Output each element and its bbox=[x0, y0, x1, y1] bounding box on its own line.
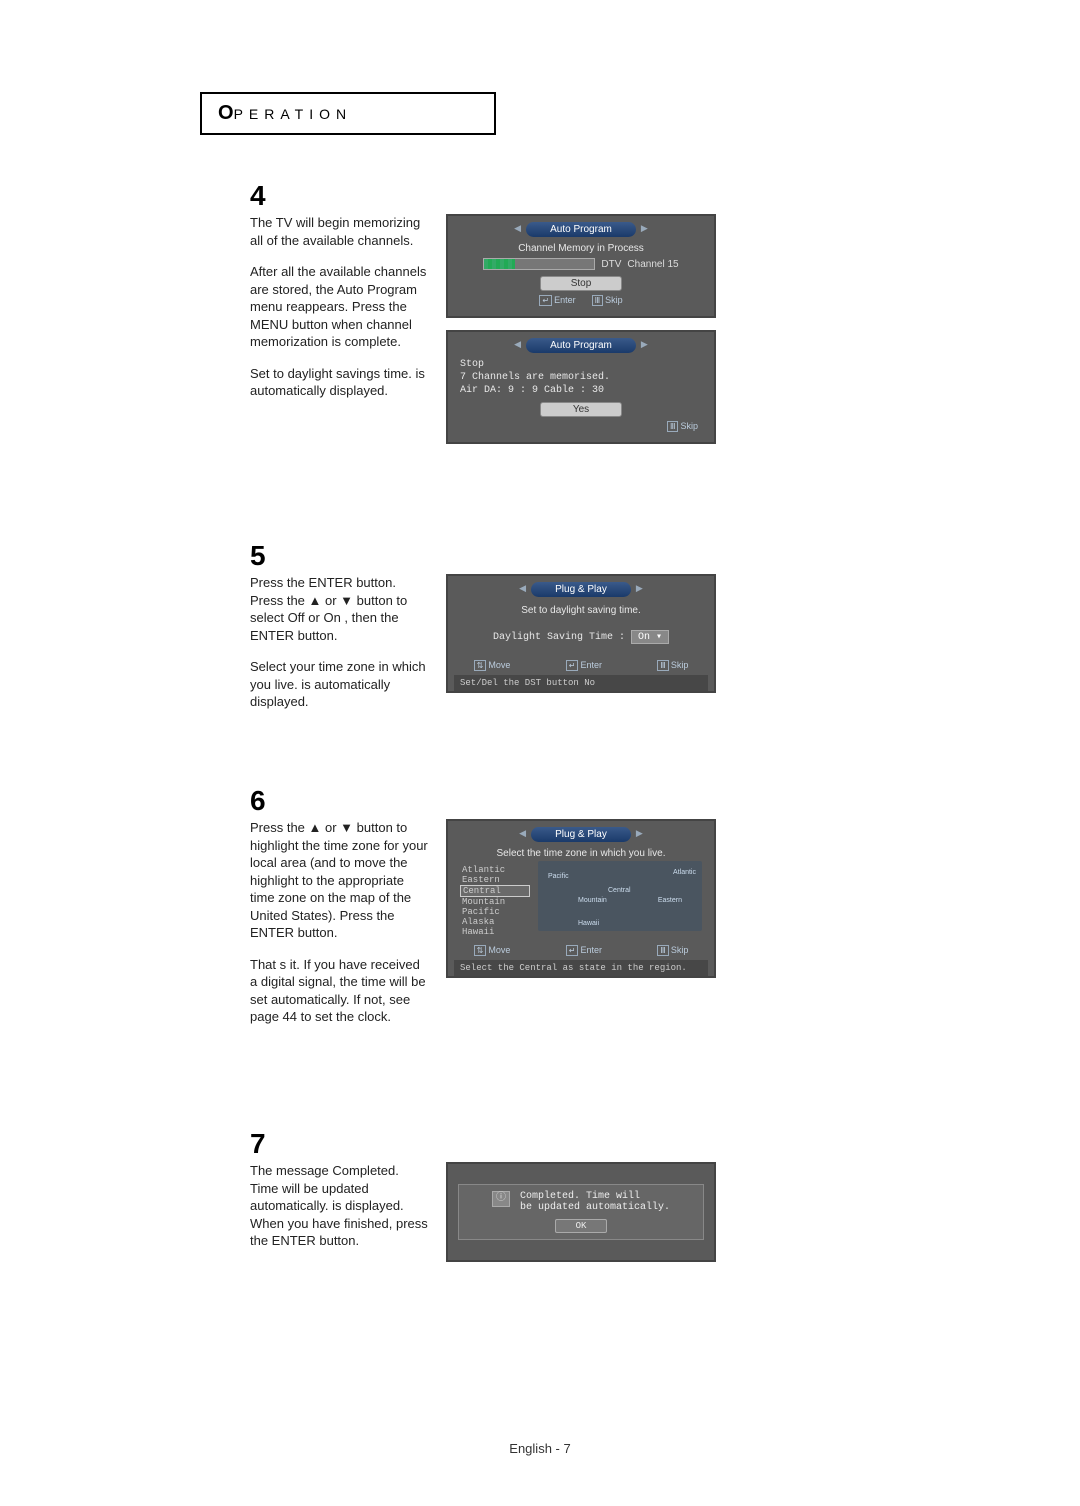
skip-hint: ⅢSkip bbox=[657, 660, 688, 671]
dst-label: Daylight Saving Time : bbox=[493, 632, 625, 643]
tv-title: Plug & Play bbox=[531, 827, 631, 842]
paragraph: After all the available channels are sto… bbox=[250, 263, 430, 351]
tv-text: Set to daylight saving time. bbox=[454, 605, 708, 616]
header-rest: PERATION bbox=[234, 106, 353, 122]
tv-help-note: Select the Central as state in the regio… bbox=[454, 960, 708, 976]
page: OPERATION 4 The TV will begin memorizing… bbox=[0, 0, 1080, 1506]
step-5: 5 Press the ENTER button. Press the ▲ or… bbox=[250, 540, 870, 725]
tv-screen-timezone: Plug & Play Select the time zone in whic… bbox=[446, 819, 716, 978]
page-footer: English - 7 bbox=[0, 1441, 1080, 1456]
paragraph: The TV will begin memorizing all of the … bbox=[250, 214, 430, 249]
map-label: Eastern bbox=[658, 897, 682, 904]
timezone-option[interactable]: Hawaii bbox=[460, 927, 530, 937]
step-text: The TV will begin memorizing all of the … bbox=[250, 214, 430, 444]
step-6: 6 Press the ▲ or ▼ button to highlight t… bbox=[250, 785, 870, 1040]
paragraph: Set to daylight savings time. is automat… bbox=[250, 365, 430, 400]
enter-hint: ↵Enter bbox=[566, 945, 602, 956]
timezone-list[interactable]: AtlanticEasternCentralMountainPacificAla… bbox=[460, 865, 530, 937]
step-text: Press the ▲ or ▼ button to highlight the… bbox=[250, 819, 430, 1040]
timezone-option[interactable]: Eastern bbox=[460, 875, 530, 885]
tv-screen-auto-program-done: Auto Program Stop 7 Channels are memoris… bbox=[446, 330, 716, 444]
timezone-option[interactable]: Central bbox=[460, 885, 530, 897]
skip-hint: ⅢSkip bbox=[657, 945, 688, 956]
menu-icon: Ⅲ bbox=[592, 295, 604, 306]
progress-label-left: DTV bbox=[601, 259, 621, 270]
enter-icon: ↵ bbox=[539, 295, 552, 306]
map-label: Central bbox=[608, 887, 631, 894]
section-header: OPERATION bbox=[200, 92, 496, 135]
map-label: Mountain bbox=[578, 897, 607, 904]
paragraph: The message Completed. Time will be upda… bbox=[250, 1162, 430, 1250]
progress-bar bbox=[483, 258, 595, 270]
enter-hint: ↵Enter bbox=[566, 660, 602, 671]
yes-button[interactable]: Yes bbox=[540, 402, 622, 417]
move-hint: ⇅Move bbox=[474, 660, 511, 671]
enter-icon: ↵ bbox=[566, 945, 579, 956]
timezone-option[interactable]: Mountain bbox=[460, 897, 530, 907]
us-map: Pacific Central Atlantic Mountain Easter… bbox=[538, 861, 702, 931]
timezone-option[interactable]: Pacific bbox=[460, 907, 530, 917]
paragraph: Press the ENTER button. Press the ▲ or ▼… bbox=[250, 574, 430, 644]
tv-screen-completed: ⓘ Completed. Time will be updated automa… bbox=[446, 1162, 716, 1262]
tv-title: Auto Program bbox=[526, 222, 636, 237]
completed-text-2: be updated automatically. bbox=[520, 1202, 670, 1213]
paragraph: That s it. If you have received a digita… bbox=[250, 956, 430, 1026]
step-4: 4 The TV will begin memorizing all of th… bbox=[250, 180, 870, 444]
paragraph: Select your time zone in which you live.… bbox=[250, 658, 430, 711]
ok-button[interactable]: OK bbox=[555, 1219, 607, 1233]
menu-icon: Ⅲ bbox=[657, 660, 669, 671]
step-7: 7 The message Completed. Time will be up… bbox=[250, 1128, 870, 1264]
tv-text: Channel Memory in Process bbox=[454, 243, 708, 254]
tv-screen-auto-program-progress: Auto Program Channel Memory in Process D… bbox=[446, 214, 716, 318]
updown-icon: ⇅ bbox=[474, 660, 487, 671]
step-number: 4 bbox=[250, 180, 870, 212]
map-label: Hawaii bbox=[578, 920, 599, 927]
tv-text: 7 Channels are memorised. bbox=[460, 372, 702, 383]
step-text: The message Completed. Time will be upda… bbox=[250, 1162, 430, 1264]
tv-screen-dst: Plug & Play Set to daylight saving time.… bbox=[446, 574, 716, 693]
move-hint: ⇅Move bbox=[474, 945, 511, 956]
step-number: 5 bbox=[250, 540, 870, 572]
tv-title: Plug & Play bbox=[531, 582, 631, 597]
map-label: Atlantic bbox=[673, 869, 696, 876]
progress-label-right: Channel 15 bbox=[627, 259, 678, 270]
menu-icon: Ⅲ bbox=[667, 421, 679, 432]
timezone-option[interactable]: Alaska bbox=[460, 917, 530, 927]
stop-button[interactable]: Stop bbox=[540, 276, 622, 291]
tv-text: Select the time zone in which you live. bbox=[460, 848, 702, 859]
step-number: 7 bbox=[250, 1128, 870, 1160]
skip-hint: ⅢSkip bbox=[667, 421, 698, 432]
menu-icon: Ⅲ bbox=[657, 945, 669, 956]
dst-dropdown[interactable]: On ▾ bbox=[631, 630, 669, 644]
map-label: Pacific bbox=[548, 873, 569, 880]
tv-text: Air DA: 9 : 9 Cable : 30 bbox=[460, 385, 702, 396]
step-number: 6 bbox=[250, 785, 870, 817]
info-icon: ⓘ bbox=[492, 1191, 510, 1207]
timezone-option[interactable]: Atlantic bbox=[460, 865, 530, 875]
tv-title: Auto Program bbox=[526, 338, 636, 353]
completed-text-1: Completed. Time will bbox=[520, 1191, 640, 1202]
step-text: Press the ENTER button. Press the ▲ or ▼… bbox=[250, 574, 430, 725]
enter-icon: ↵ bbox=[566, 660, 579, 671]
tv-text: Stop bbox=[460, 359, 702, 370]
header-initial: O bbox=[218, 102, 234, 124]
paragraph: Press the ▲ or ▼ button to highlight the… bbox=[250, 819, 430, 942]
enter-hint: ↵Enter bbox=[539, 295, 575, 306]
tv-help-note: Set/Del the DST button No bbox=[454, 675, 708, 691]
updown-icon: ⇅ bbox=[474, 945, 487, 956]
skip-hint: ⅢSkip bbox=[592, 295, 623, 306]
